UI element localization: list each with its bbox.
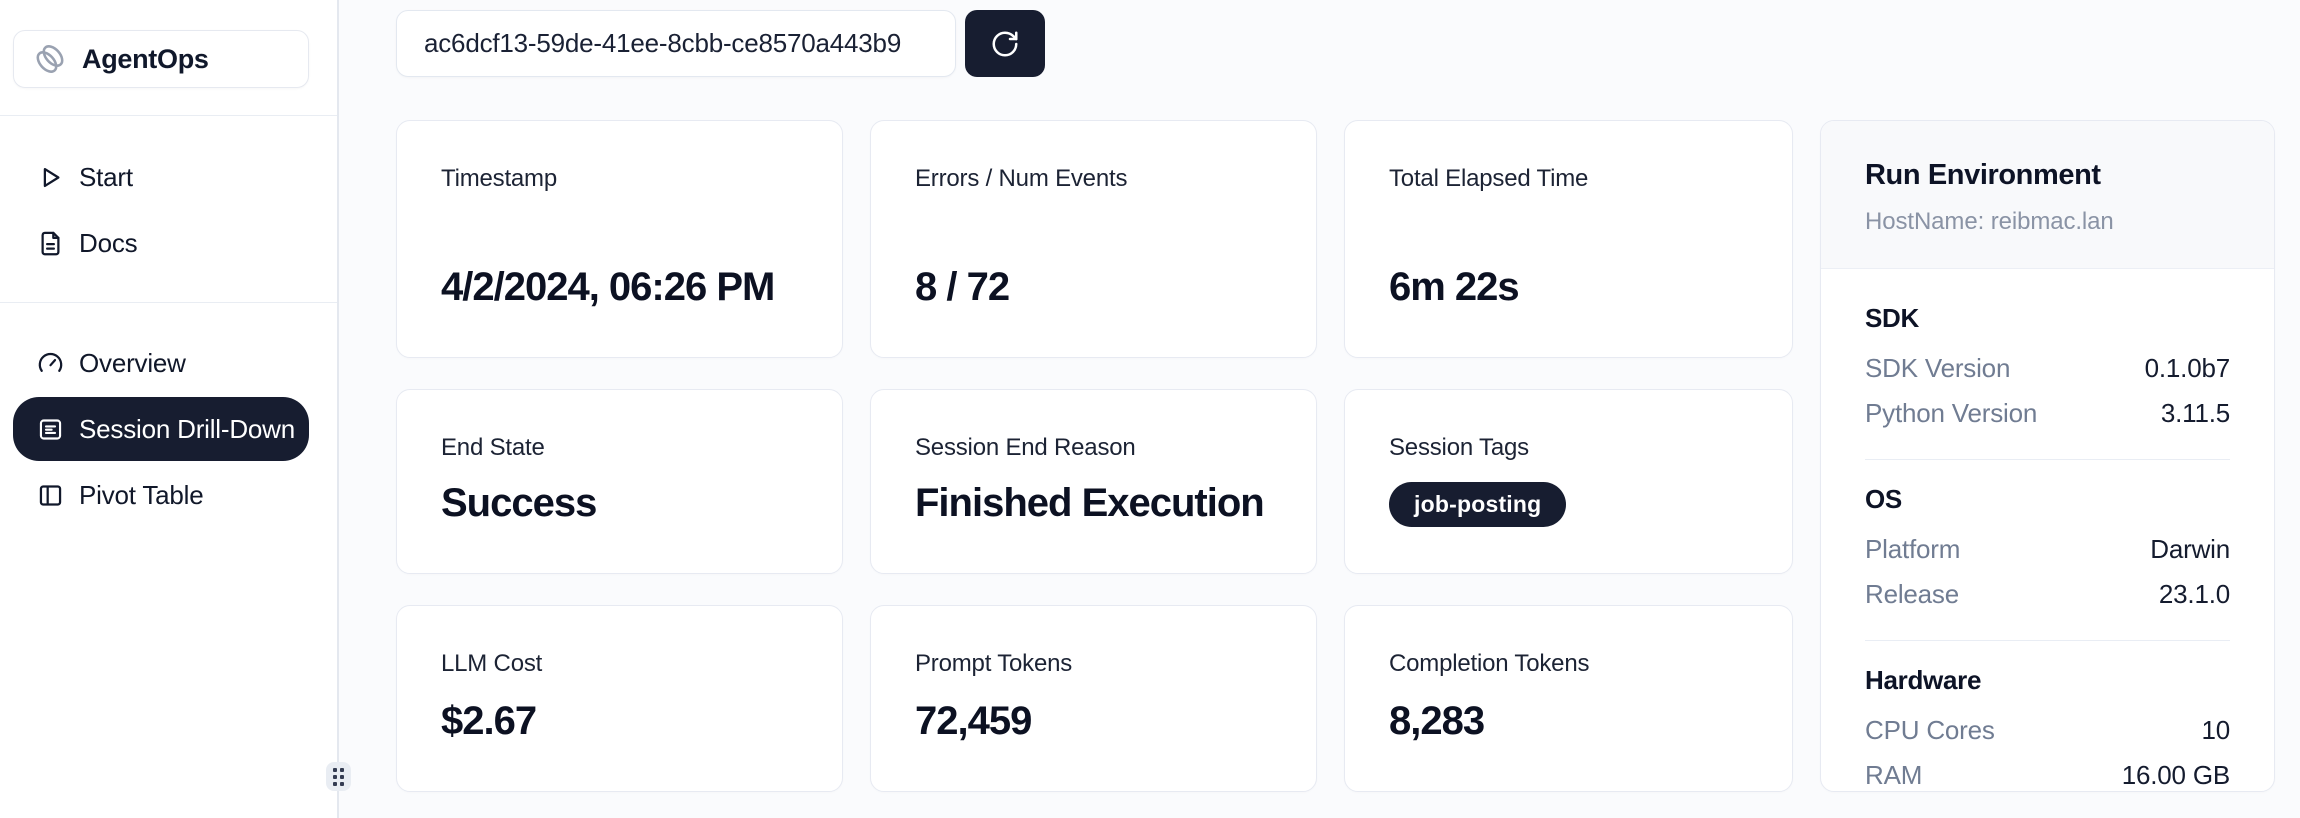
agentops-logo-icon bbox=[36, 45, 64, 73]
sidebar-item-overview[interactable]: Overview bbox=[13, 331, 309, 395]
session-id-input[interactable] bbox=[396, 10, 956, 77]
sidebar-nav: Start Docs Overview Session Drill-Down P… bbox=[0, 116, 337, 527]
card-llm-cost: LLM Cost $2.67 bbox=[396, 605, 843, 792]
card-label: Session Tags bbox=[1389, 434, 1529, 461]
card-value: 8 / 72 bbox=[915, 265, 1010, 310]
run-environment-title: Run Environment bbox=[1865, 159, 2101, 191]
card-label: Errors / Num Events bbox=[915, 165, 1128, 192]
metrics-grid: Timestamp 4/2/2024, 06:26 PM Errors / Nu… bbox=[396, 120, 2278, 792]
card-session-end-reason: Session End Reason Finished Execution bbox=[870, 389, 1317, 574]
app-logo[interactable]: AgentOps bbox=[13, 30, 309, 88]
card-prompt-tokens: Prompt Tokens 72,459 bbox=[870, 605, 1317, 792]
card-value: Success bbox=[441, 481, 597, 526]
refresh-button[interactable] bbox=[965, 10, 1045, 77]
sidebar: AgentOps Start Docs Overview Session Dri… bbox=[0, 0, 339, 818]
file-text-icon bbox=[41, 231, 60, 255]
env-key: Release bbox=[1865, 579, 1959, 609]
sidebar-item-label: Pivot Table bbox=[79, 479, 204, 510]
env-row: Platform Darwin bbox=[1865, 527, 2230, 572]
card-label: End State bbox=[441, 434, 545, 461]
panel-left-icon bbox=[39, 484, 62, 506]
env-value: 0.1.0b7 bbox=[2144, 353, 2231, 383]
run-environment-panel: Run Environment HostName: reibmac.lan SD… bbox=[1820, 120, 2275, 792]
play-icon bbox=[43, 167, 60, 187]
card-completion-tokens: Completion Tokens 8,283 bbox=[1344, 605, 1793, 792]
section-divider bbox=[1865, 459, 2230, 460]
card-session-tags: Session Tags job-posting bbox=[1344, 389, 1793, 574]
env-value: 16.00 GB bbox=[2121, 760, 2230, 790]
sidebar-item-label: Overview bbox=[79, 347, 186, 378]
env-row: SDK Version 0.1.0b7 bbox=[1865, 346, 2230, 391]
sidebar-item-label: Session Drill-Down bbox=[79, 413, 296, 444]
card-value: 6m 22s bbox=[1389, 265, 1520, 310]
env-key: CPU Cores bbox=[1865, 715, 1995, 745]
env-row: CPU Cores 10 bbox=[1865, 708, 2230, 753]
gauge-icon bbox=[38, 352, 63, 372]
rotate-cw-icon bbox=[992, 31, 1018, 56]
session-tag-badge: job-posting bbox=[1389, 482, 1567, 527]
card-label: Completion Tokens bbox=[1389, 650, 1590, 677]
run-environment-header: Run Environment HostName: reibmac.lan bbox=[1821, 121, 2274, 269]
card-value: 8,283 bbox=[1389, 699, 1485, 744]
env-value: 23.1.0 bbox=[2158, 579, 2230, 609]
card-value: Finished Execution bbox=[915, 481, 1265, 526]
card-label: LLM Cost bbox=[441, 650, 543, 677]
card-total-elapsed-time: Total Elapsed Time 6m 22s bbox=[1344, 120, 1793, 358]
env-row: Python Version 3.11.5 bbox=[1865, 391, 2230, 436]
env-value: 3.11.5 bbox=[2160, 398, 2230, 428]
sidebar-resize-handle[interactable] bbox=[326, 762, 351, 791]
env-key: SDK Version bbox=[1865, 353, 2011, 383]
env-row: Release 23.1.0 bbox=[1865, 572, 2230, 617]
sidebar-divider bbox=[0, 302, 337, 303]
env-row: RAM 16.00 GB bbox=[1865, 753, 2230, 791]
sidebar-divider bbox=[0, 115, 337, 116]
sidebar-item-label: Docs bbox=[79, 227, 138, 258]
grip-dots-icon bbox=[333, 767, 344, 786]
card-label: Timestamp bbox=[441, 165, 557, 192]
card-value: 4/2/2024, 06:26 PM bbox=[441, 265, 775, 310]
card-end-state: End State Success bbox=[396, 389, 843, 574]
sidebar-item-session-drill-down[interactable]: Session Drill-Down bbox=[13, 397, 309, 461]
hostname-text: HostName: reibmac.lan bbox=[1865, 208, 2114, 235]
section-heading-sdk: SDK bbox=[1865, 303, 1919, 333]
section-divider bbox=[1865, 640, 2230, 641]
session-toolbar bbox=[396, 10, 2278, 77]
sidebar-item-start[interactable]: Start bbox=[13, 145, 309, 209]
sidebar-item-label: Start bbox=[79, 161, 133, 192]
sidebar-item-docs[interactable]: Docs bbox=[13, 211, 309, 275]
card-errors-num-events: Errors / Num Events 8 / 72 bbox=[870, 120, 1317, 358]
card-timestamp: Timestamp 4/2/2024, 06:26 PM bbox=[396, 120, 843, 358]
run-environment-body: SDK SDK Version 0.1.0b7 Python Version 3… bbox=[1821, 269, 2274, 791]
section-heading-hardware: Hardware bbox=[1865, 665, 1982, 695]
sidebar-item-pivot-table[interactable]: Pivot Table bbox=[13, 463, 309, 527]
main-content: Timestamp 4/2/2024, 06:26 PM Errors / Nu… bbox=[339, 0, 2300, 818]
env-value: 10 bbox=[2201, 715, 2230, 745]
env-key: Python Version bbox=[1865, 398, 2038, 428]
card-label: Total Elapsed Time bbox=[1389, 165, 1589, 192]
card-value: $2.67 bbox=[441, 699, 537, 744]
card-value: 72,459 bbox=[915, 699, 1032, 744]
list-box-icon bbox=[39, 418, 62, 440]
card-label: Session End Reason bbox=[915, 434, 1136, 461]
section-heading-os: OS bbox=[1865, 484, 1902, 514]
card-label: Prompt Tokens bbox=[915, 650, 1073, 677]
env-key: Platform bbox=[1865, 534, 1961, 564]
env-value: Darwin bbox=[2150, 534, 2230, 564]
app-name: AgentOps bbox=[82, 43, 209, 74]
env-key: RAM bbox=[1865, 760, 1923, 790]
